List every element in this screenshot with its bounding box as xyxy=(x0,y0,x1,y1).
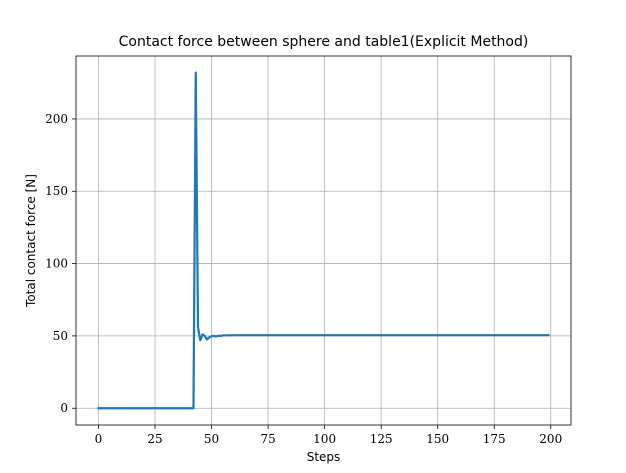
x-axis-label: Steps xyxy=(307,450,341,464)
series-line xyxy=(97,71,550,410)
x-axis-ticks: 0 25 50 75 100 125 150 175 200 xyxy=(95,425,562,446)
x-tick-label: 150 xyxy=(426,432,449,446)
x-tick-label: 50 xyxy=(204,432,219,446)
x-tick-label: 100 xyxy=(313,432,336,446)
x-tick-label: 75 xyxy=(260,432,275,446)
x-tick-label: 175 xyxy=(483,432,506,446)
y-tick-label: 100 xyxy=(45,257,68,271)
y-tick-label: 0 xyxy=(60,401,68,415)
plot-area-frame xyxy=(75,55,572,426)
x-tick-label: 125 xyxy=(370,432,393,446)
y-tick-label: 200 xyxy=(45,112,68,126)
chart-title: Contact force between sphere and table1(… xyxy=(119,34,529,50)
y-tick-label: 150 xyxy=(45,184,68,198)
y-axis-ticks: 0 50 100 150 200 xyxy=(45,112,76,415)
series-layer xyxy=(97,71,550,410)
y-axis-label: Total contact force [N] xyxy=(24,174,38,308)
y-tick-label: 50 xyxy=(53,329,68,343)
grid xyxy=(76,56,571,425)
x-tick-label: 0 xyxy=(95,432,103,446)
x-tick-label: 25 xyxy=(147,432,162,446)
x-tick-label: 200 xyxy=(539,432,562,446)
